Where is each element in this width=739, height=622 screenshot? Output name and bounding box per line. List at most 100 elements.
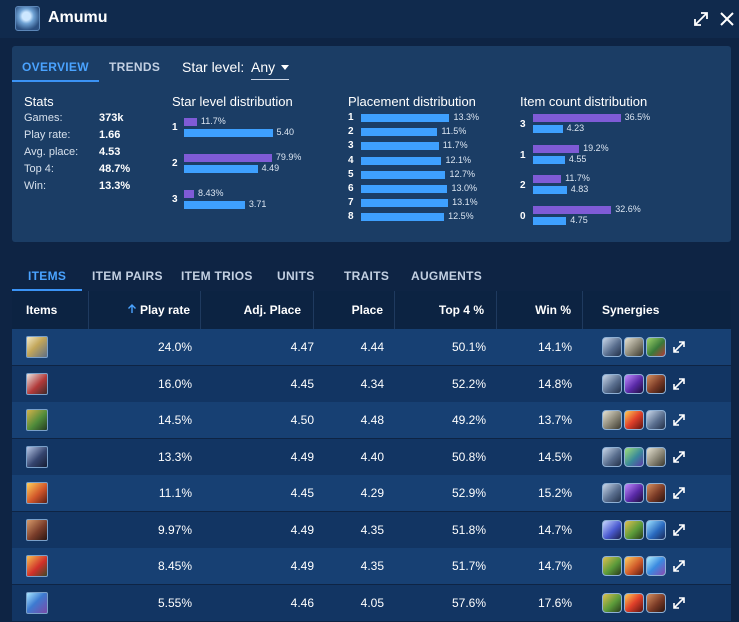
expand-row-icon[interactable] bbox=[672, 559, 686, 573]
close-icon[interactable] bbox=[717, 9, 737, 29]
stone-guardian-icon[interactable] bbox=[646, 446, 666, 467]
table-row[interactable]: 16.0% 4.45 4.34 52.2% 14.8% bbox=[12, 365, 731, 402]
adj-place-cell: 4.49 bbox=[290, 449, 314, 464]
jungle-champion-icon[interactable] bbox=[646, 337, 666, 357]
star-dist-avg-value: 4.49 bbox=[261, 163, 280, 173]
expand-row-icon[interactable] bbox=[672, 596, 686, 610]
adj-place-cell: 4.49 bbox=[290, 559, 314, 573]
star-dist-label: 2 bbox=[172, 158, 178, 169]
expand-row-icon[interactable] bbox=[672, 340, 686, 354]
table-row[interactable]: 24.0% 4.47 4.44 50.1% 14.1% bbox=[12, 329, 731, 365]
column-header-play-rate[interactable]: Play rate bbox=[89, 291, 201, 329]
dark-spear-item-icon[interactable] bbox=[26, 445, 48, 468]
blue-dragon-item-icon[interactable] bbox=[26, 591, 48, 614]
tab-item-pairs[interactable]: ITEM PAIRS bbox=[92, 269, 163, 283]
expand-icon[interactable] bbox=[691, 9, 711, 29]
fire-armor-item-icon[interactable] bbox=[26, 482, 48, 504]
placement-label: 5 bbox=[348, 168, 354, 180]
armored-champion-icon[interactable] bbox=[602, 373, 622, 394]
star-level-dropdown[interactable]: Any bbox=[251, 59, 290, 80]
stat-value: 13.3% bbox=[99, 180, 131, 192]
column-header-top4[interactable]: Top 4 % bbox=[395, 291, 497, 329]
placement-value: 12.1% bbox=[445, 154, 471, 165]
placement-bar bbox=[361, 156, 442, 165]
table-row[interactable]: 13.3% 4.49 4.40 50.8% 14.5% bbox=[12, 438, 731, 475]
placement-value: 13.3% bbox=[453, 112, 479, 122]
bronze-brawler-icon[interactable] bbox=[646, 483, 666, 503]
table-row[interactable]: 11.1% 4.45 4.29 52.9% 15.2% bbox=[12, 475, 731, 511]
expand-row-icon[interactable] bbox=[672, 377, 686, 391]
stat-label: Top 4: bbox=[24, 163, 54, 175]
adj-place-cell: 4.46 bbox=[290, 595, 314, 610]
star-dist-pct-bar bbox=[184, 118, 197, 126]
green-gold-item-icon[interactable] bbox=[26, 409, 48, 431]
place-cell: 4.35 bbox=[360, 559, 384, 573]
purple-mage-icon[interactable] bbox=[624, 483, 644, 503]
star-dist-pct-bar bbox=[184, 154, 272, 162]
tab-traits[interactable]: TRAITS bbox=[344, 269, 390, 283]
tab-units[interactable]: UNITS bbox=[277, 269, 315, 283]
silver-gold-item-icon[interactable] bbox=[26, 336, 48, 358]
item-count-pct-bar bbox=[533, 175, 562, 183]
tab-item-trios[interactable]: ITEM TRIOS bbox=[181, 269, 253, 283]
stat-value: 1.66 bbox=[99, 129, 121, 141]
placement-value: 11.5% bbox=[441, 126, 467, 137]
tab-augments[interactable]: AUGMENTS bbox=[411, 269, 483, 283]
table-row[interactable]: 5.55% 4.46 4.05 57.6% 17.6% bbox=[12, 584, 731, 621]
expand-row-icon[interactable] bbox=[672, 486, 686, 500]
armored-champion-icon[interactable] bbox=[602, 337, 622, 357]
column-header-win[interactable]: Win % bbox=[497, 291, 583, 329]
expand-row-icon[interactable] bbox=[672, 413, 686, 427]
overview-panel: OVERVIEW TRENDS Star level: Any Stats Ga… bbox=[12, 46, 731, 242]
adj-place-cell: 4.47 bbox=[290, 340, 314, 354]
placement-bar bbox=[361, 213, 445, 222]
expand-row-icon[interactable] bbox=[672, 450, 686, 464]
table-row[interactable]: 9.97% 4.49 4.35 51.8% 14.7% bbox=[12, 511, 731, 548]
armored-champion-icon[interactable] bbox=[602, 483, 622, 503]
star-dist-pct-value: 8.43% bbox=[198, 188, 224, 198]
stat-value: 373k bbox=[99, 112, 124, 124]
tab-overview[interactable]: OVERVIEW bbox=[22, 60, 89, 74]
sort-ascending-icon bbox=[127, 304, 136, 313]
bronze-brawler-icon[interactable] bbox=[646, 592, 666, 613]
star-dist-pct-bar bbox=[184, 190, 194, 198]
fire-orb-icon[interactable] bbox=[624, 592, 644, 613]
tab-trends[interactable]: TRENDS bbox=[109, 60, 161, 74]
fire-orb-icon[interactable] bbox=[624, 410, 644, 430]
green-field-icon[interactable] bbox=[624, 446, 644, 467]
red-blade-item-icon[interactable] bbox=[26, 372, 48, 395]
stat-value: 4.53 bbox=[99, 146, 121, 158]
blue-dragon-icon[interactable] bbox=[646, 556, 666, 576]
green-gold-icon[interactable] bbox=[624, 519, 644, 540]
bronze-mask-item-icon[interactable] bbox=[26, 518, 48, 541]
column-header-place[interactable]: Place bbox=[314, 291, 395, 329]
bronze-brawler-icon[interactable] bbox=[646, 373, 666, 394]
blue-spear-icon[interactable] bbox=[602, 519, 622, 540]
win-cell: 14.5% bbox=[537, 449, 572, 464]
purple-mage-icon[interactable] bbox=[624, 373, 644, 394]
expand-row-icon[interactable] bbox=[672, 523, 686, 537]
green-gold-icon[interactable] bbox=[602, 592, 622, 613]
win-cell: 13.7% bbox=[537, 413, 572, 427]
green-gold-icon[interactable] bbox=[602, 556, 622, 576]
placement-label: 4 bbox=[348, 154, 354, 166]
table-row[interactable]: 8.45% 4.49 4.35 51.7% 14.7% bbox=[12, 548, 731, 584]
armored-champion-icon[interactable] bbox=[646, 410, 666, 430]
top4-cell: 49.2% bbox=[451, 413, 486, 427]
top4-cell: 52.2% bbox=[451, 376, 486, 391]
fire-armor-icon[interactable] bbox=[624, 556, 644, 576]
red-gem-item-icon[interactable] bbox=[26, 555, 48, 577]
stone-guardian-icon[interactable] bbox=[602, 410, 622, 430]
play-rate-cell: 16.0% bbox=[157, 376, 192, 391]
stone-guardian-icon[interactable] bbox=[624, 337, 644, 357]
column-header-items[interactable]: Items bbox=[12, 291, 89, 329]
item-count-avg-bar bbox=[533, 125, 563, 133]
tab-items[interactable]: ITEMS bbox=[28, 269, 67, 283]
item-count-pct-value: 36.5% bbox=[624, 112, 651, 122]
column-header-adj-place[interactable]: Adj. Place bbox=[201, 291, 314, 329]
table-row[interactable]: 14.5% 4.50 4.48 49.2% 13.7% bbox=[12, 402, 731, 438]
blue-orb-icon[interactable] bbox=[646, 519, 666, 540]
armored-champion-icon[interactable] bbox=[602, 446, 622, 467]
placement-dist-title: Placement distribution bbox=[348, 94, 476, 109]
item-count-label: 3 bbox=[520, 119, 526, 130]
